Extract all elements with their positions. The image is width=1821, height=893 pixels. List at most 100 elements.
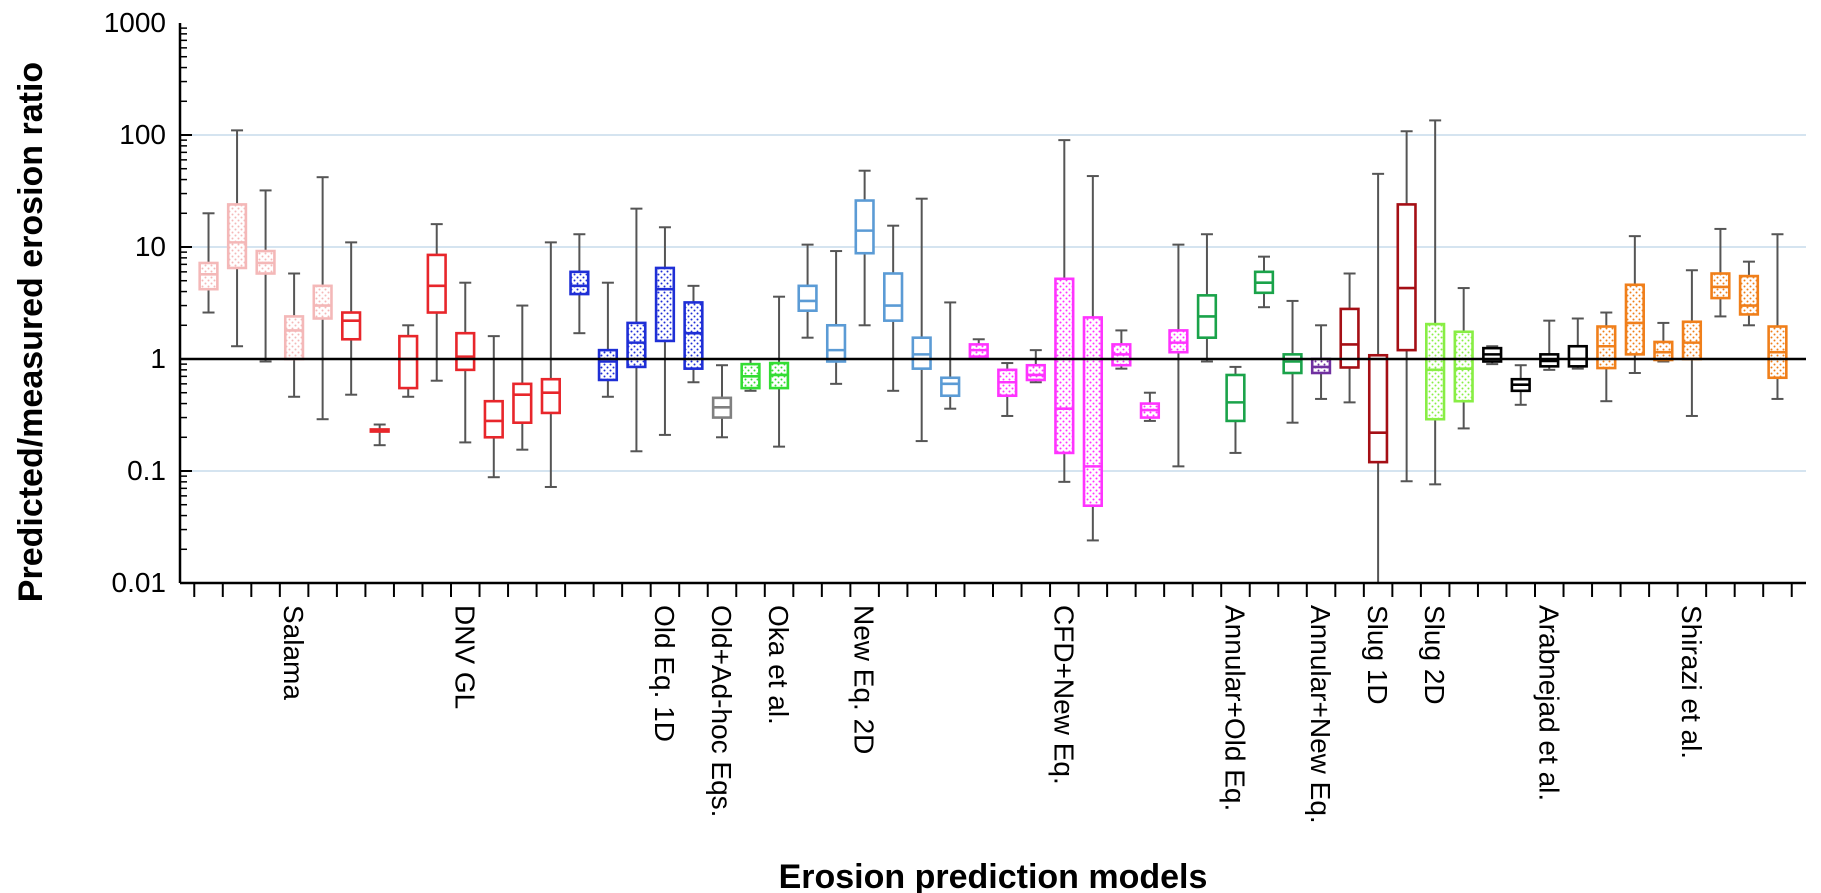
box-iqr [1282, 353, 1303, 375]
box-plot-item [1453, 287, 1474, 430]
category-label: New Eq. 2D [849, 605, 880, 754]
box-iqr [1681, 320, 1703, 361]
category-label: Old Eq. 1D [649, 605, 680, 742]
box-iqr [940, 376, 961, 398]
box-iqr [1339, 307, 1360, 369]
box-plot-item [1025, 349, 1046, 384]
box-plot-item [312, 176, 333, 421]
box-plot-item [1567, 317, 1588, 370]
box-plot-item [825, 250, 847, 385]
box-plot-item [455, 281, 476, 444]
box-plot-item [283, 272, 305, 398]
box-iqr [1168, 329, 1189, 354]
box-iqr [883, 272, 904, 322]
box-plot-item [1767, 233, 1788, 400]
box-plot-item [369, 423, 390, 447]
box-plot-item [540, 241, 561, 488]
box-iqr [797, 284, 818, 312]
category-label: Annular+New Eq. [1305, 605, 1336, 824]
box-iqr [1453, 330, 1474, 403]
box-plot-item [1510, 364, 1531, 406]
box-plot-item [483, 335, 504, 479]
box-plot-item [1054, 139, 1075, 483]
box-plot-item [198, 212, 219, 314]
box-plot-item [768, 295, 790, 448]
box-plot-item [1681, 269, 1703, 417]
box-iqr [1738, 274, 1760, 316]
labels: 0.01 0.1 1 10 100 1000 Salama DNV GL Old Eq. 1D O… [104, 7, 1707, 824]
y-tick-label: 0.1 [127, 455, 166, 486]
box-plot-item [1139, 391, 1161, 422]
box-iqr [1082, 316, 1103, 507]
box-plot-item [1482, 345, 1503, 366]
box-plot-item [1111, 329, 1132, 370]
box-iqr [198, 261, 219, 291]
box-iqr [683, 301, 704, 370]
category-label: Old+Ad-hoc Eqs. [706, 605, 737, 817]
box-plot-item [654, 226, 676, 436]
box-iqr [398, 334, 419, 390]
gridlines [180, 134, 1806, 472]
box-plot-item [1168, 243, 1189, 468]
y-tick-label: 100 [119, 119, 166, 150]
x-axis-title: Erosion prediction models [779, 858, 1208, 893]
category-label: CFD+New Eq. [1048, 605, 1079, 785]
box-iqr [597, 348, 619, 382]
y-tick-label: 1 [150, 343, 166, 374]
box-iqr [1025, 363, 1046, 382]
box-iqr [512, 382, 533, 424]
box-plot-item [398, 324, 419, 398]
box-iqr [1367, 353, 1389, 464]
box-iqr [283, 315, 305, 361]
box-plot-item [1367, 172, 1389, 584]
box-plot-item [683, 284, 704, 384]
box-plot-item [1282, 299, 1303, 424]
box-plot-item [255, 189, 276, 363]
category-label: Arabnejad et al. [1533, 605, 1564, 801]
box-iqr [654, 266, 676, 343]
box-iqr [1425, 322, 1446, 421]
box-iqr [1225, 373, 1246, 423]
category-label: Shirazi et al. [1676, 605, 1707, 759]
box-iqr [455, 331, 476, 372]
category-label: Annular+Old Eq. [1219, 605, 1250, 811]
y-tick-label: 10 [135, 231, 166, 262]
box-plot-item [1653, 321, 1674, 363]
box-plot-item [997, 362, 1018, 417]
axes [178, 23, 1806, 597]
box-iqr [1567, 344, 1588, 368]
category-label: Slug 2D [1419, 605, 1450, 705]
box-iqr [312, 284, 333, 320]
box-plot-item [426, 223, 447, 382]
box-plot-item [1738, 260, 1760, 327]
box-plot-item [1425, 119, 1446, 486]
box-plot-item [569, 233, 590, 335]
box-plot-item [341, 241, 362, 396]
box-plot-item [940, 301, 961, 410]
box-plot-item [1253, 255, 1275, 309]
box-plot-item [1396, 130, 1417, 483]
box-series [198, 119, 1788, 584]
box-iqr [341, 311, 362, 341]
box-plot-item [854, 169, 875, 327]
box-iqr [825, 323, 847, 363]
box-plot-item [797, 243, 818, 339]
box-plot-item [626, 207, 647, 453]
y-tick-label: 0.01 [112, 567, 167, 598]
y-axis-title: Predicted/measured erosion ratio [12, 62, 50, 602]
box-plot-item [512, 304, 533, 451]
box-plot-item [1710, 227, 1731, 318]
category-label: Salama [278, 605, 309, 700]
box-plot-item [1539, 319, 1560, 371]
box-iqr [1396, 203, 1417, 352]
box-plot-item [883, 224, 904, 392]
box-plot-item [911, 197, 932, 443]
box-iqr [426, 253, 447, 314]
box-iqr [1054, 277, 1075, 455]
box-plot-item [1624, 235, 1645, 374]
box-iqr [626, 321, 647, 369]
box-plot-item [1339, 272, 1360, 404]
category-label: Oka et al. [763, 605, 794, 725]
box-plot-item [711, 364, 733, 439]
